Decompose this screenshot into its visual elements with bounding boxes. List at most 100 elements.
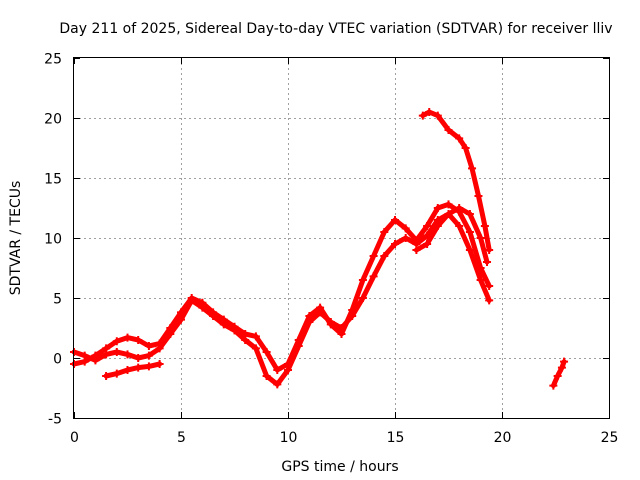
data-point bbox=[112, 337, 121, 346]
data-point bbox=[155, 360, 164, 368]
data-point bbox=[209, 308, 218, 317]
data-point bbox=[358, 294, 367, 302]
y-tick-label: 20 bbox=[44, 112, 62, 128]
x-tick-label: 10 bbox=[280, 430, 298, 446]
data-point bbox=[144, 342, 153, 350]
data-point bbox=[219, 315, 228, 324]
x-tick-label: 5 bbox=[177, 430, 186, 446]
data-point bbox=[91, 351, 100, 360]
data-point bbox=[412, 246, 421, 254]
data-point bbox=[476, 276, 485, 284]
data-point bbox=[326, 320, 335, 329]
data-point bbox=[102, 344, 111, 353]
data-point bbox=[80, 357, 89, 366]
series-track-3 bbox=[102, 360, 164, 380]
data-point bbox=[155, 339, 164, 348]
data-point bbox=[433, 111, 442, 120]
data-point bbox=[391, 240, 399, 248]
data-point bbox=[401, 224, 410, 233]
data-point bbox=[455, 204, 464, 212]
data-point bbox=[423, 240, 432, 248]
x-tick-label: 20 bbox=[494, 430, 512, 446]
data-point bbox=[474, 192, 483, 200]
y-tick-label: -5 bbox=[48, 412, 62, 428]
data-point bbox=[455, 134, 464, 143]
data-point bbox=[485, 296, 494, 305]
data-point bbox=[444, 200, 453, 209]
data-point bbox=[294, 336, 303, 344]
data-point bbox=[123, 366, 132, 374]
data-point bbox=[316, 303, 325, 312]
data-point bbox=[134, 363, 143, 372]
y-tick-label: 10 bbox=[44, 232, 62, 248]
series-line bbox=[71, 211, 492, 387]
data-point bbox=[177, 308, 185, 317]
y-tick-label: 0 bbox=[53, 352, 62, 368]
data-point bbox=[418, 111, 427, 120]
data-point bbox=[423, 222, 432, 230]
axis-ticks: 0 5 10 15 20 25 -5 0 5 10 15 20 25 bbox=[44, 52, 618, 447]
data-point bbox=[251, 344, 260, 353]
data-point bbox=[465, 228, 474, 236]
data-point bbox=[262, 372, 271, 380]
data-point bbox=[230, 322, 239, 331]
data-point bbox=[549, 381, 558, 390]
data-point bbox=[262, 348, 271, 356]
data-point bbox=[144, 351, 153, 360]
data-point bbox=[444, 210, 453, 218]
data-point bbox=[412, 236, 421, 245]
data-point bbox=[144, 362, 153, 371]
data-point bbox=[369, 252, 378, 260]
data-series bbox=[70, 108, 569, 390]
grid bbox=[74, 58, 609, 418]
data-point bbox=[380, 228, 389, 236]
data-point bbox=[348, 306, 357, 314]
y-tick-label: 15 bbox=[44, 172, 62, 188]
series-line bbox=[413, 205, 490, 265]
x-tick-label: 15 bbox=[387, 430, 405, 446]
data-point bbox=[112, 369, 121, 378]
data-point bbox=[380, 252, 389, 260]
data-point bbox=[485, 246, 494, 254]
data-point bbox=[465, 210, 474, 218]
data-point bbox=[123, 333, 132, 342]
data-point bbox=[468, 164, 477, 173]
data-point bbox=[465, 246, 474, 254]
data-point bbox=[187, 294, 196, 302]
series-track-6 bbox=[549, 357, 569, 390]
data-point bbox=[369, 272, 378, 281]
data-point bbox=[134, 336, 143, 344]
data-point bbox=[433, 222, 442, 230]
data-point bbox=[480, 222, 489, 230]
x-axis-label: GPS time / hours bbox=[281, 459, 398, 475]
data-point bbox=[305, 312, 314, 320]
data-point bbox=[425, 108, 434, 116]
data-point bbox=[284, 360, 292, 368]
y-tick-label: 25 bbox=[44, 52, 62, 68]
y-tick-label: 5 bbox=[53, 292, 62, 308]
data-point bbox=[461, 144, 470, 152]
plot-frame bbox=[73, 57, 610, 419]
data-point bbox=[166, 324, 175, 332]
data-point bbox=[241, 330, 250, 338]
series-track-2 bbox=[70, 200, 494, 374]
chart-title: Day 211 of 2025, Sidereal Day-to-day VTE… bbox=[59, 21, 612, 37]
data-point bbox=[476, 264, 485, 272]
data-point bbox=[391, 216, 399, 224]
data-point bbox=[102, 372, 111, 380]
data-point bbox=[273, 380, 282, 389]
data-point bbox=[444, 126, 453, 134]
data-point bbox=[485, 282, 494, 290]
data-point bbox=[251, 332, 260, 341]
series-line bbox=[71, 201, 492, 373]
series-line bbox=[420, 109, 492, 253]
series-line bbox=[550, 359, 567, 389]
x-tick-label: 0 bbox=[70, 430, 79, 446]
data-point bbox=[112, 348, 121, 356]
data-point bbox=[273, 366, 282, 374]
y-axis-label: SDTVAR / TECUs bbox=[8, 181, 24, 296]
data-point bbox=[483, 258, 492, 266]
series-track-4 bbox=[418, 108, 494, 254]
data-point bbox=[476, 234, 485, 242]
